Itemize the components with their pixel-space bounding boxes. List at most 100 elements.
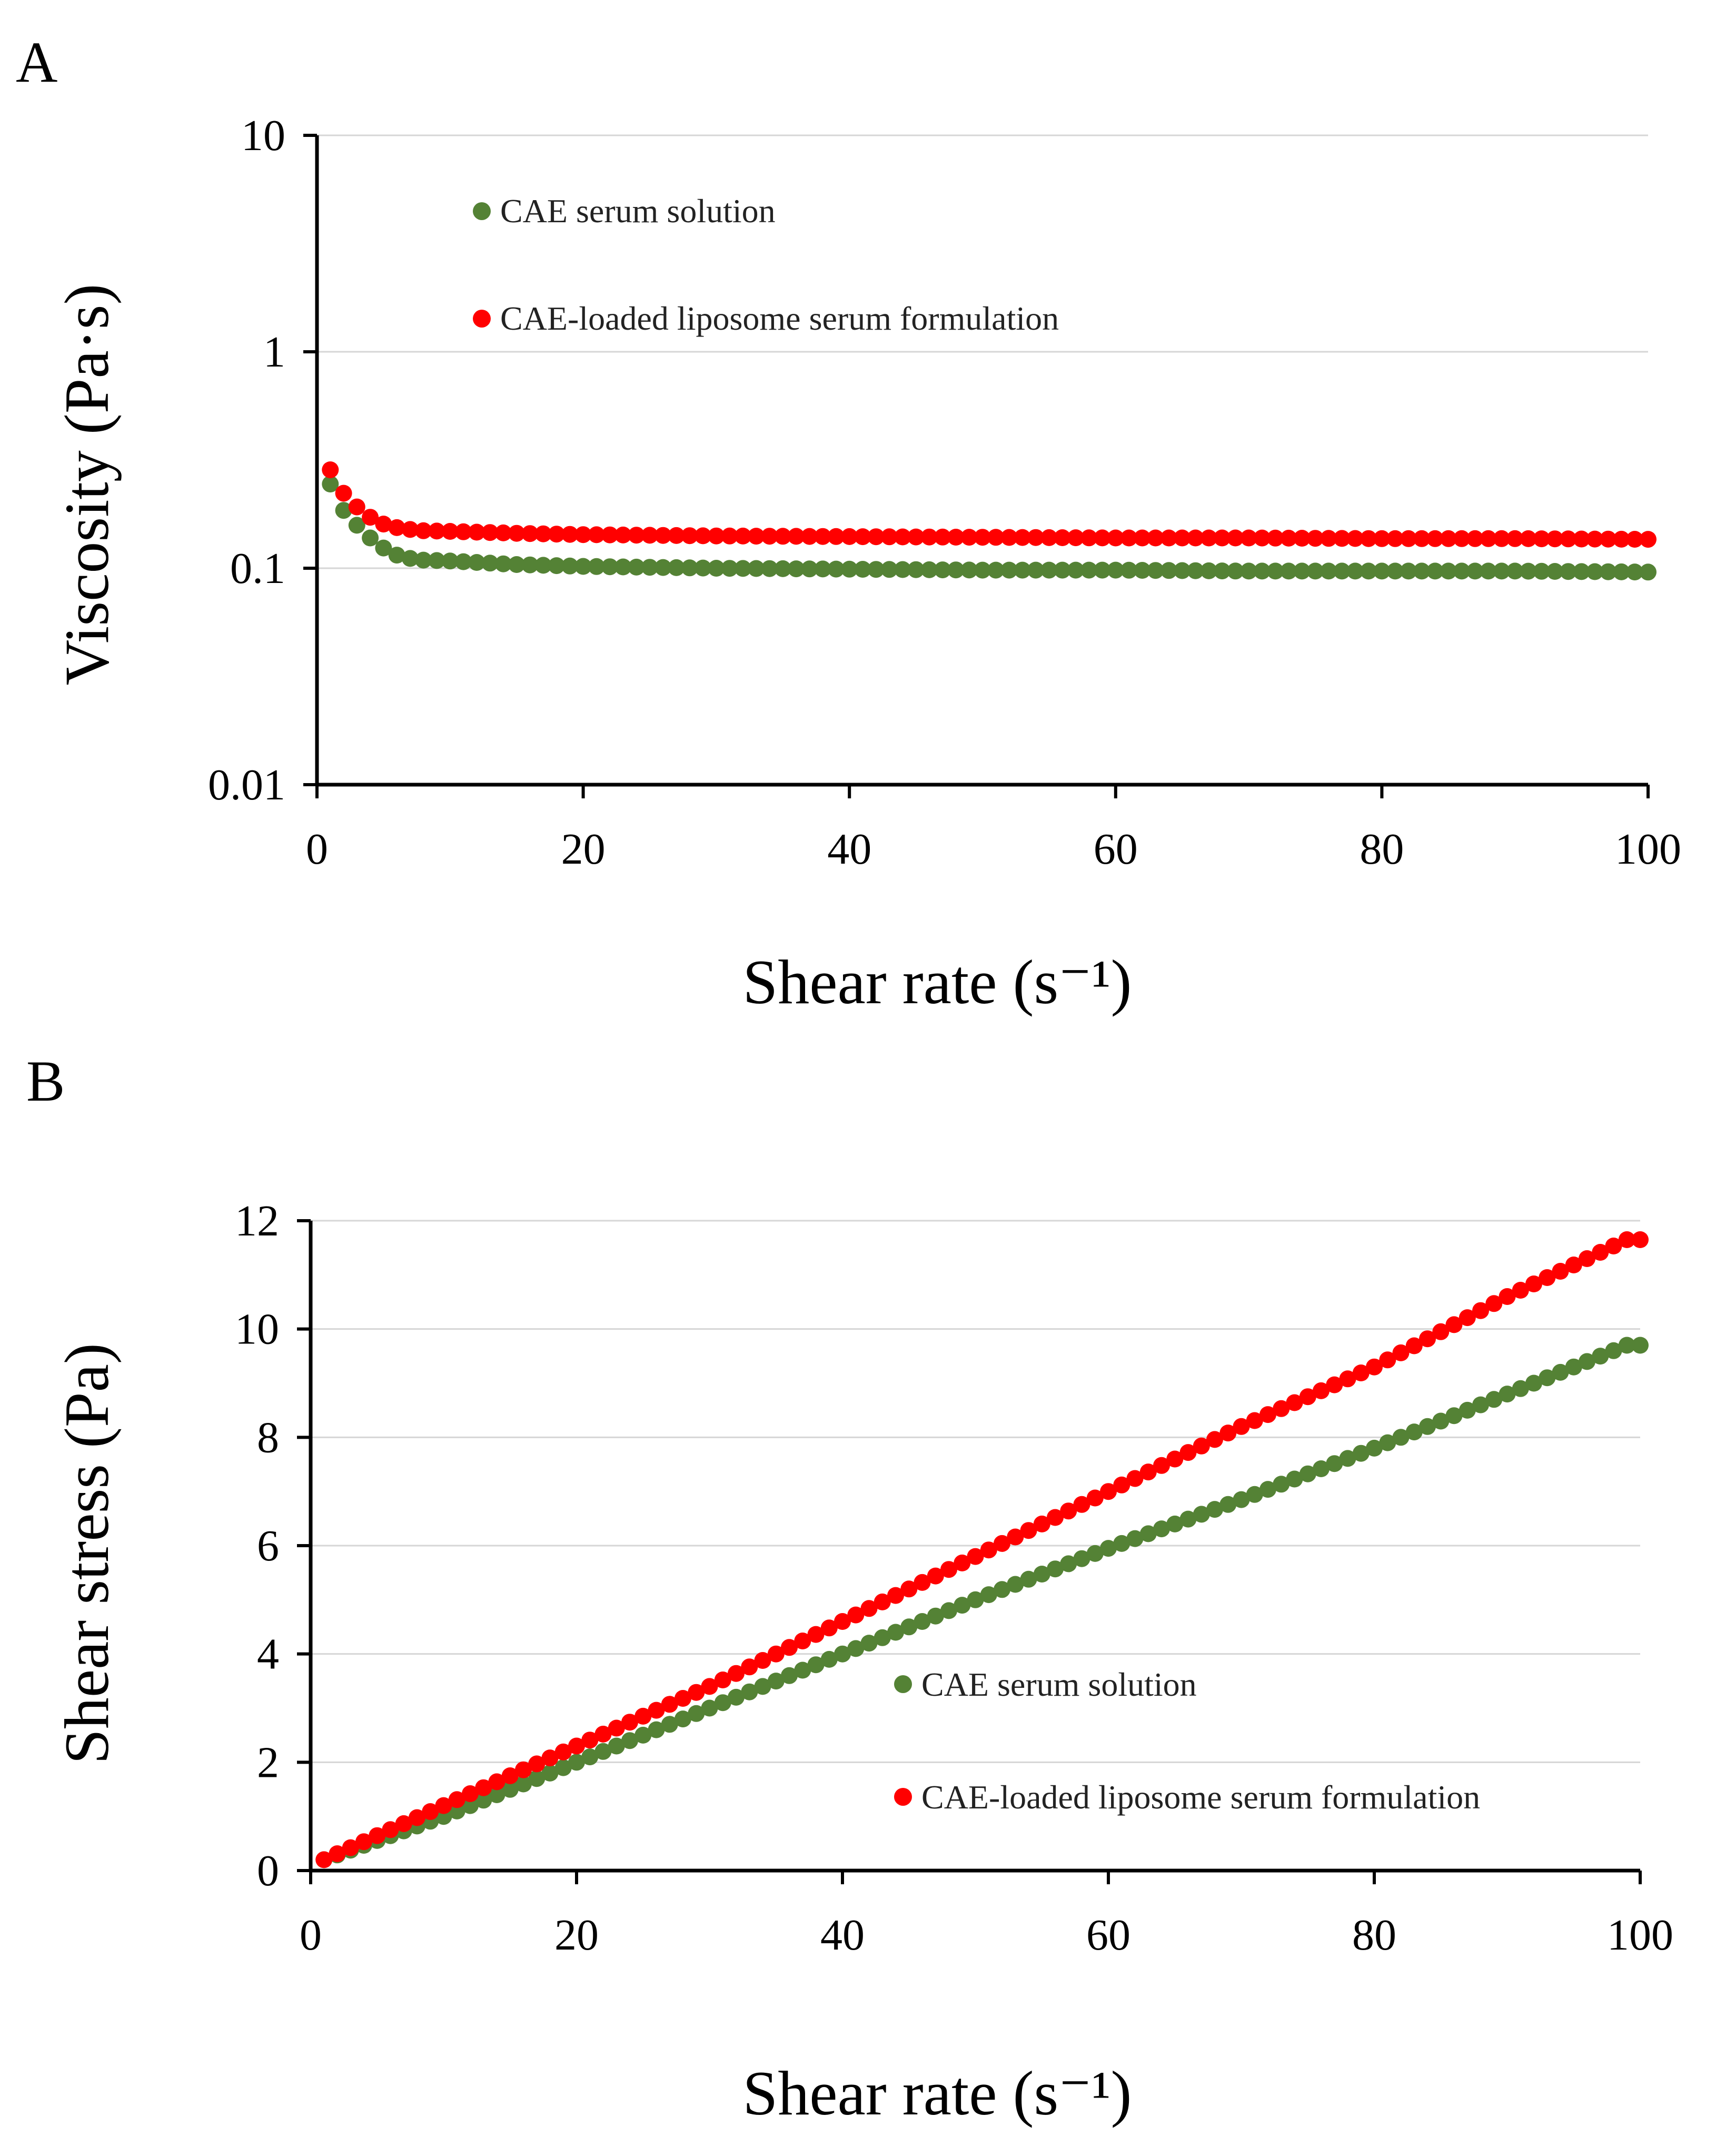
panel-b-data-point — [1126, 1470, 1144, 1487]
panel-b-data-point — [927, 1567, 944, 1585]
panel-b-legend: CAE serum solution CAE-loaded liposome s… — [894, 1666, 1480, 1816]
panel-b-data-point — [1366, 1358, 1383, 1376]
panel-a-data-point — [1200, 529, 1217, 547]
panel-b-data-point — [1193, 1437, 1210, 1455]
panel-a-legend-marker-liposome — [473, 310, 491, 328]
panel-a-series-liposome — [322, 461, 1657, 548]
panel-a-data-point — [1107, 529, 1124, 547]
panel-b-data-point — [342, 1839, 359, 1856]
panel-a-data-point — [1120, 529, 1138, 547]
panel-a-data-point — [561, 557, 579, 575]
panel-b-data-point — [515, 1761, 532, 1778]
panel-a-data-point — [1320, 562, 1337, 580]
panel-a-data-point — [1493, 562, 1510, 580]
panel-a-data-point — [1187, 529, 1204, 547]
panel-a-data-point — [1426, 562, 1444, 580]
panel-b-data-point — [1033, 1515, 1050, 1532]
panel-a-data-point — [1147, 529, 1164, 547]
panel-a-data-point — [508, 556, 525, 573]
panel-b-data-point — [1552, 1363, 1569, 1381]
panel-b-data-point — [541, 1749, 559, 1767]
panel-b-y-tick-label: 12 — [235, 1196, 279, 1245]
panel-b-x-tick-label: 60 — [1086, 1911, 1130, 1960]
panel-b-series-liposome — [315, 1231, 1649, 1868]
panel-b-data-point — [967, 1591, 984, 1608]
panel-a-data-point — [841, 560, 858, 578]
panel-b-data-point — [1459, 1401, 1476, 1419]
panel-a-data-point — [907, 528, 925, 546]
panel-a-axes — [303, 134, 1650, 798]
panel-a-data-point — [1346, 530, 1364, 547]
panel-a-data-point — [827, 560, 845, 578]
panel-a-legend-label-cae-serum: CAE serum solution — [500, 192, 776, 230]
panel-a-data-point — [1426, 530, 1444, 547]
panel-b-data-point — [1007, 1576, 1024, 1593]
panel-a-data-point — [1160, 529, 1177, 547]
panel-a-data-point — [1466, 530, 1484, 547]
panel-b-data-point — [554, 1743, 572, 1761]
panel-b-data-point — [1326, 1455, 1343, 1472]
panel-a-data-point — [1400, 562, 1417, 580]
panel-b-y-tick-labels: 0 2 4 6 8 10 12 — [235, 1196, 279, 1895]
panel-a-data-point — [841, 528, 858, 545]
panel-a-data-point — [1400, 530, 1417, 547]
panel-b-data-point — [1539, 1369, 1556, 1387]
panel-a-data-point — [548, 557, 565, 575]
panel-a-data-point — [1453, 530, 1471, 547]
panel-b-y-tick-label: 6 — [257, 1521, 279, 1570]
panel-b-data-point — [1512, 1282, 1529, 1299]
panel-b-y-tick-label: 4 — [257, 1630, 279, 1679]
panel-a-data-point — [362, 509, 379, 526]
panel-a-x-tick-label: 60 — [1094, 825, 1138, 874]
panel-b-data-point — [1618, 1337, 1635, 1354]
panel-a-data-point — [1360, 562, 1377, 580]
panel-a-data-point — [494, 555, 512, 572]
panel-b-data-point — [794, 1633, 811, 1649]
panel-a-data-point — [1214, 529, 1231, 547]
panel-a-data-point — [1054, 561, 1071, 579]
panel-a-data-point — [1386, 530, 1404, 547]
panel-a-data-point — [947, 529, 965, 546]
panel-a-x-tick-label: 0 — [306, 825, 328, 874]
panel-b-axes — [297, 1219, 1642, 1884]
panel-b-data-point — [980, 1586, 997, 1604]
panel-b-data-point — [1286, 1470, 1303, 1488]
panel-b-data-point — [1632, 1231, 1649, 1248]
panel-b-data-point — [648, 1721, 665, 1738]
panel-a-data-point — [1293, 530, 1311, 547]
panel-a-data-point — [375, 539, 392, 557]
panel-b-data-point — [1472, 1396, 1489, 1413]
panel-a-data-point — [1307, 530, 1324, 547]
panel-b-data-point — [1020, 1570, 1037, 1588]
panel-a-data-point — [1267, 562, 1284, 580]
panel-a-y-tick-label: 10 — [241, 111, 285, 160]
panel-a-data-point — [614, 526, 632, 543]
panel-a-data-point — [534, 557, 552, 574]
panel-b-data-point — [315, 1851, 333, 1868]
panel-a-data-point — [974, 561, 991, 579]
panel-b-data-point — [1352, 1445, 1370, 1462]
panel-a-data-point — [814, 560, 831, 578]
panel-b-data-point — [1379, 1351, 1396, 1369]
panel-a-x-tick-label: 80 — [1360, 825, 1404, 874]
panel-a-data-point — [1014, 561, 1031, 579]
panel-a-data-point — [1000, 529, 1018, 546]
panel-a-data-point — [1573, 563, 1590, 580]
panel-b-data-point — [621, 1732, 638, 1749]
panel-a-data-point — [1293, 562, 1311, 580]
panel-a-y-tick-label: 0.01 — [208, 760, 285, 809]
panel-a-data-point — [814, 528, 831, 545]
panel-a-data-point — [1240, 562, 1257, 580]
panel-b-data-point — [462, 1797, 479, 1814]
panel-b-data-point — [475, 1779, 492, 1796]
panel-a-data-point — [1240, 529, 1257, 547]
panel-b-data-point — [1033, 1566, 1050, 1583]
panel-b-data-point — [860, 1635, 878, 1652]
panel-a-data-point — [1333, 562, 1351, 580]
panel-b-data-point — [648, 1702, 665, 1719]
panel-b-data-point — [874, 1629, 891, 1646]
panel-b-data-point — [501, 1781, 519, 1798]
panel-a-data-point — [654, 559, 672, 576]
panel-b-data-point — [1139, 1525, 1157, 1542]
panel-a-x-axis-label: Shear rate (s⁻¹) — [743, 947, 1132, 1017]
